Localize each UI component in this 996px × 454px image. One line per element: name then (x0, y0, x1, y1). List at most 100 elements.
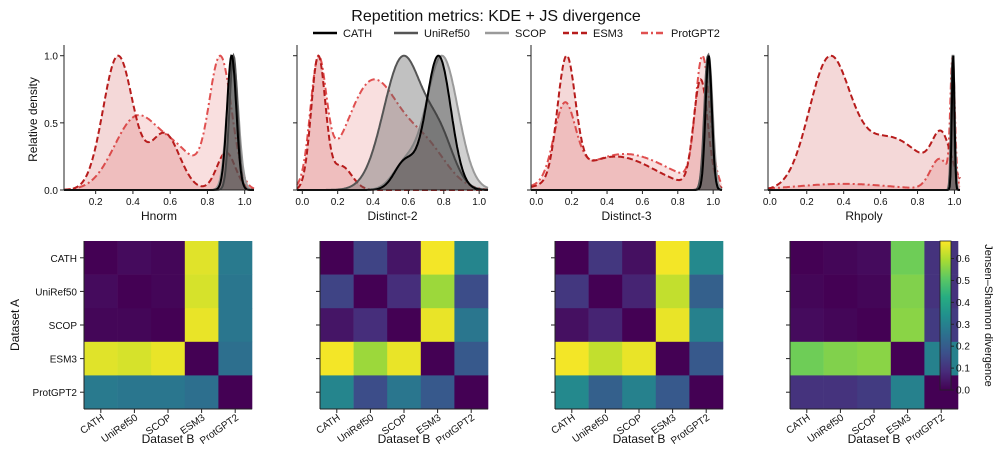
heatmap-cell (857, 274, 892, 309)
colorbar-tick-label: 0.5 (956, 276, 970, 287)
heatmap-cell (218, 308, 253, 343)
x-tick-label: 0.4 (600, 197, 614, 208)
heatmap-cell (454, 341, 489, 376)
heatmap-cell (387, 241, 422, 275)
kde-line-protgpt2 (768, 55, 961, 190)
heatmap-cell (151, 341, 186, 376)
heatmap-cell (890, 375, 925, 410)
heatmap-cell (588, 341, 623, 376)
kde-fill-uniref50 (297, 55, 488, 191)
colorbar-tick-label: 0.4 (956, 298, 970, 309)
x-tick-label: UniRef50 (100, 412, 141, 445)
kde-line-esm3 (530, 54, 723, 189)
x-tick-label: 0.8 (911, 197, 925, 208)
x-tick-label: 0.4 (126, 197, 140, 208)
heatmap-cell (151, 308, 186, 343)
colorbar-tick-label: 0.2 (956, 342, 970, 353)
heatmap-cell (689, 375, 724, 410)
heatmap-cell (387, 375, 422, 410)
x-tick-label: 0.4 (366, 197, 380, 208)
heatmap-cell (320, 375, 354, 410)
heatmap-cell (790, 375, 824, 410)
heatmap-cell (387, 308, 422, 343)
heatmap-cell (622, 241, 657, 275)
heatmap-cell (823, 308, 858, 343)
x-tick-label: 0.6 (163, 197, 177, 208)
heatmap-cell (420, 241, 455, 275)
legend-label: ProtGPT2 (671, 28, 720, 40)
heatmap-cell (790, 341, 824, 376)
x-axis-label: Distinct-3 (601, 209, 651, 223)
heatmap-cell (353, 341, 388, 376)
colorbar-tick-label: 0.3 (956, 320, 970, 331)
x-axis-label: Rhpoly (845, 209, 882, 223)
heatmap-cell (84, 241, 118, 275)
kde-line-protgpt2 (64, 54, 255, 191)
heatmap-cell (117, 274, 152, 309)
heatmap-cell (790, 274, 824, 309)
x-tick-label: ProtGPT2 (434, 412, 477, 447)
colorbar-label: Jensen–Shannon divergence (982, 244, 994, 387)
heatmap-cell (184, 241, 219, 275)
colorbar-tick-label: 0.0 (956, 386, 970, 397)
x-tick-label: 0.0 (529, 197, 543, 208)
y-tick-label: CATH (51, 254, 77, 265)
heatmap-cell (622, 341, 657, 376)
heatmap-panel-1: CATHCATHUniRef50UniRef50SCOPSCOPESM3ESM3… (8, 241, 253, 447)
y-axis-label: Dataset A (8, 299, 22, 351)
kde-panel-distinct-3: 0.0 0.2 0.4 0.6 0.8 1.0 Distinct-3 (527, 45, 723, 223)
kde-fill-cath (297, 55, 488, 191)
x-tick-label: ProtGPT2 (904, 412, 947, 447)
y-tick-label: ProtGPT2 (33, 388, 78, 399)
colorbar-tick-label: 0.1 (956, 364, 970, 375)
x-axis-label: Dataset B (613, 432, 666, 446)
x-tick-label: 0.6 (874, 197, 888, 208)
x-tick-label: 0.8 (200, 197, 214, 208)
heatmap-cell (857, 375, 892, 410)
heatmap-cell (320, 274, 354, 309)
heatmap-cell (117, 341, 152, 376)
heatmap-cell (823, 241, 858, 275)
x-tick-label: 1.0 (948, 197, 962, 208)
heatmap-cell (622, 375, 657, 410)
heatmap-cell (184, 375, 219, 410)
heatmap-cell (218, 341, 253, 376)
heatmap-cell (588, 308, 623, 343)
y-tick-label: ESM3 (50, 355, 78, 366)
legend-label: ESM3 (593, 28, 623, 40)
heatmap-cell (890, 308, 925, 343)
heatmap-cell (555, 375, 589, 410)
kde-fill-protgpt2 (297, 55, 488, 191)
legend-entry-cath: CATH (313, 28, 372, 40)
heatmap-cell (890, 241, 925, 275)
heatmap-cell (790, 241, 824, 275)
heatmap-cell (555, 241, 589, 275)
kde-fill-protgpt2 (64, 55, 254, 191)
y-tick-label: 0.5 (44, 119, 58, 130)
heatmap-cell (84, 375, 118, 410)
x-axis-label: Dataset B (142, 432, 195, 446)
x-tick-label: 1.0 (706, 197, 720, 208)
x-tick-label: CATH (79, 412, 107, 436)
x-tick-label: 0.6 (401, 197, 415, 208)
heatmap-panels: CATHCATHUniRef50UniRef50SCOPSCOPESM3ESM3… (8, 241, 959, 447)
kde-fill-protgpt2 (768, 55, 960, 191)
heatmap-cell (218, 274, 253, 309)
x-tick-label: 0.2 (89, 197, 103, 208)
heatmap-cell (320, 241, 354, 275)
heatmap-cell (622, 308, 657, 343)
y-tick-label: SCOP (49, 321, 78, 332)
kde-line-esm3 (767, 54, 961, 190)
y-tick-label: UniRef50 (35, 287, 77, 298)
y-tick-label: 1.0 (44, 52, 58, 63)
heatmap-cell (184, 308, 219, 343)
heatmap-cell (84, 274, 118, 309)
heatmap-cell (320, 341, 354, 376)
y-axis-label: Relative density (26, 77, 40, 162)
figure-title: Repetition metrics: KDE + JS divergence (351, 8, 641, 25)
heatmap-cell (655, 308, 690, 343)
x-tick-label: 0.2 (331, 197, 345, 208)
